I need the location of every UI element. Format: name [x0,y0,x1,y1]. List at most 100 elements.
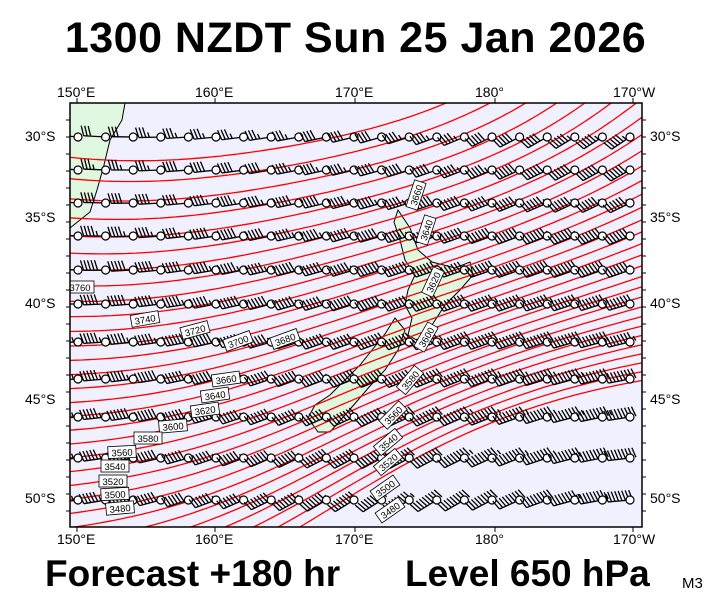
wind-barb [547,490,582,507]
station-circle [432,198,442,208]
wind-barb [602,164,635,182]
station-circle [570,299,580,309]
station-circle [321,453,331,463]
contour-label: 3540 [100,459,130,473]
wind-barb [271,408,304,426]
wind-barb [134,127,166,142]
station-circle [487,132,497,142]
wind-barb [436,261,469,278]
axis-ticks [66,98,646,532]
wind-barb [78,449,111,463]
wind-barb [492,294,526,312]
contour-label: 3620 [421,266,445,298]
wind-barb [299,492,331,512]
station-circle [514,165,525,175]
contour-label: 3580 [133,431,163,445]
wind-barb [326,227,359,243]
level-label: Level 650 hPa [405,553,650,594]
station-circle [266,495,276,505]
wind-barb [492,368,530,387]
station-circle [514,374,525,384]
wind-barb [354,332,387,351]
station-circle [625,165,635,175]
station-circle [597,165,608,175]
wind-barb [547,260,580,279]
station-circle [321,299,331,309]
station-circle [459,132,469,142]
station-circle [432,453,442,463]
wind-barb [519,260,552,279]
wind-barb [107,193,138,208]
station-circle [514,412,525,422]
station-circle [100,198,111,208]
contour-label: 3620 [189,401,221,418]
station-circle [404,265,414,275]
svg-text:3500: 3500 [104,489,126,501]
station-circle [570,132,580,142]
longitude-label-top: 160°E [195,84,234,100]
wind-barb [133,449,166,464]
wind-barb [189,194,221,208]
contour-label: 3760 [69,280,95,294]
svg-text:3540: 3540 [104,462,125,473]
wind-barb [381,261,414,278]
station-circle [625,132,635,142]
wind-barb [492,132,525,148]
station-circle [542,337,552,347]
wind-barb [298,333,331,350]
wind-barb [106,294,138,309]
wind-barb [271,296,304,311]
svg-text:3600: 3600 [162,421,184,434]
wind-barb [520,132,552,149]
station-circle [514,299,525,309]
station-circle [73,132,83,142]
svg-text:3760: 3760 [69,283,90,294]
wind-barb [70,198,83,208]
station-circle [459,265,469,275]
wind-barb [409,132,442,146]
wind-barb [326,407,359,427]
model-tag: M3 [682,575,703,592]
station-circle [321,495,331,505]
longitude-label-bottom: 160°E [195,531,234,547]
wind-barb [188,492,221,509]
latitude-label-left: 30°S [25,128,56,144]
wind-barb [216,450,249,467]
contour-label: 3560 [107,444,137,460]
wind-barb [519,294,554,312]
svg-text:3660: 3660 [215,374,237,388]
wind-barb [436,294,469,312]
longitude-label-bottom: 180° [475,531,504,547]
wind-barb [326,195,359,210]
station-circle [542,132,552,142]
wind-barb [437,489,471,512]
wind-barb [244,129,276,142]
station-circle [597,265,608,275]
station-circle [100,165,111,175]
wind-barb [436,368,471,388]
wind-barb [299,261,331,277]
station-circle [100,132,111,142]
wind-barb [133,491,166,507]
wind-barb [409,163,442,178]
wind-barb [464,132,497,147]
wind-barb [519,196,552,213]
wind-barb [107,126,138,142]
station-circle [349,495,359,505]
station-circle [128,231,138,241]
station-circle [570,198,580,208]
station-circle [514,337,525,347]
station-circle [73,231,83,241]
wind-barb [134,193,166,208]
wind-barb [70,336,83,347]
longitude-label-bottom: 150°E [57,531,96,547]
wind-barb [354,295,387,312]
contour-label: 3480 [105,500,135,516]
wind-barb [464,260,497,278]
wind-barb [575,294,609,312]
wind-barb [575,132,608,150]
wind-barb [189,161,221,175]
wind-barb [492,489,526,510]
wind-barb [327,491,359,513]
